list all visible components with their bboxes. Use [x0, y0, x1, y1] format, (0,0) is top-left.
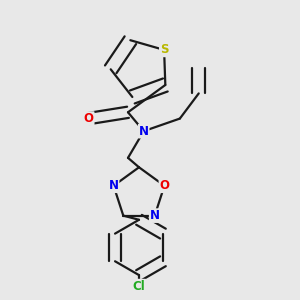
- Text: N: N: [150, 209, 160, 222]
- Text: Cl: Cl: [133, 280, 146, 292]
- Text: N: N: [139, 124, 149, 138]
- Text: S: S: [160, 44, 168, 56]
- Text: N: N: [109, 179, 118, 192]
- Text: O: O: [84, 112, 94, 125]
- Text: O: O: [159, 179, 170, 192]
